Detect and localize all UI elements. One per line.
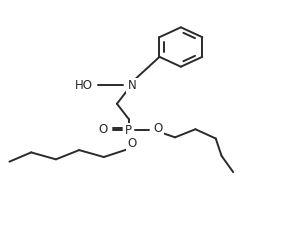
Text: HO: HO <box>74 79 93 92</box>
Text: O: O <box>154 122 163 135</box>
Text: N: N <box>128 79 136 92</box>
Text: O: O <box>99 123 108 136</box>
Text: P: P <box>125 124 132 137</box>
Text: O: O <box>127 137 137 150</box>
